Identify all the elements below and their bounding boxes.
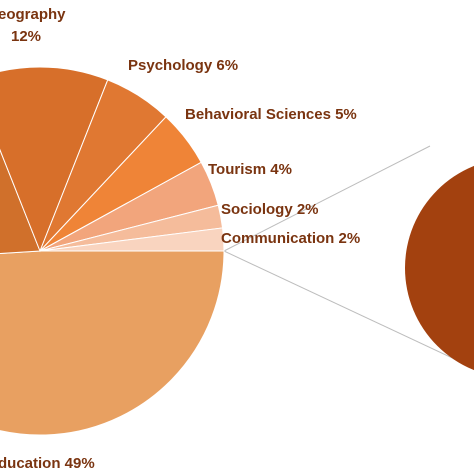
pie-slice-geography <box>0 66 109 253</box>
label-communication: Communication 2% <box>221 230 360 247</box>
connector-line-top <box>223 145 431 252</box>
label-geography: eography <box>0 6 66 23</box>
connector-line-bottom <box>223 250 474 369</box>
label-sociology: Sociology 2% <box>221 201 319 218</box>
label-tourism: Tourism 4% <box>208 161 292 178</box>
secondary-pie <box>405 165 474 371</box>
secondary-pie-slice-0 <box>405 165 474 371</box>
label-education: ducation 49% <box>0 455 95 472</box>
connector-lines <box>223 145 474 369</box>
label-psychology: Psychology 6% <box>128 57 238 74</box>
pie-slice-education <box>0 250 225 436</box>
label-geography-percent: 12% <box>11 28 41 45</box>
label-behavioral-sciences: Behavioral Sciences 5% <box>185 106 357 123</box>
main-pie <box>0 66 225 436</box>
pie-slice-communication <box>39 227 225 252</box>
